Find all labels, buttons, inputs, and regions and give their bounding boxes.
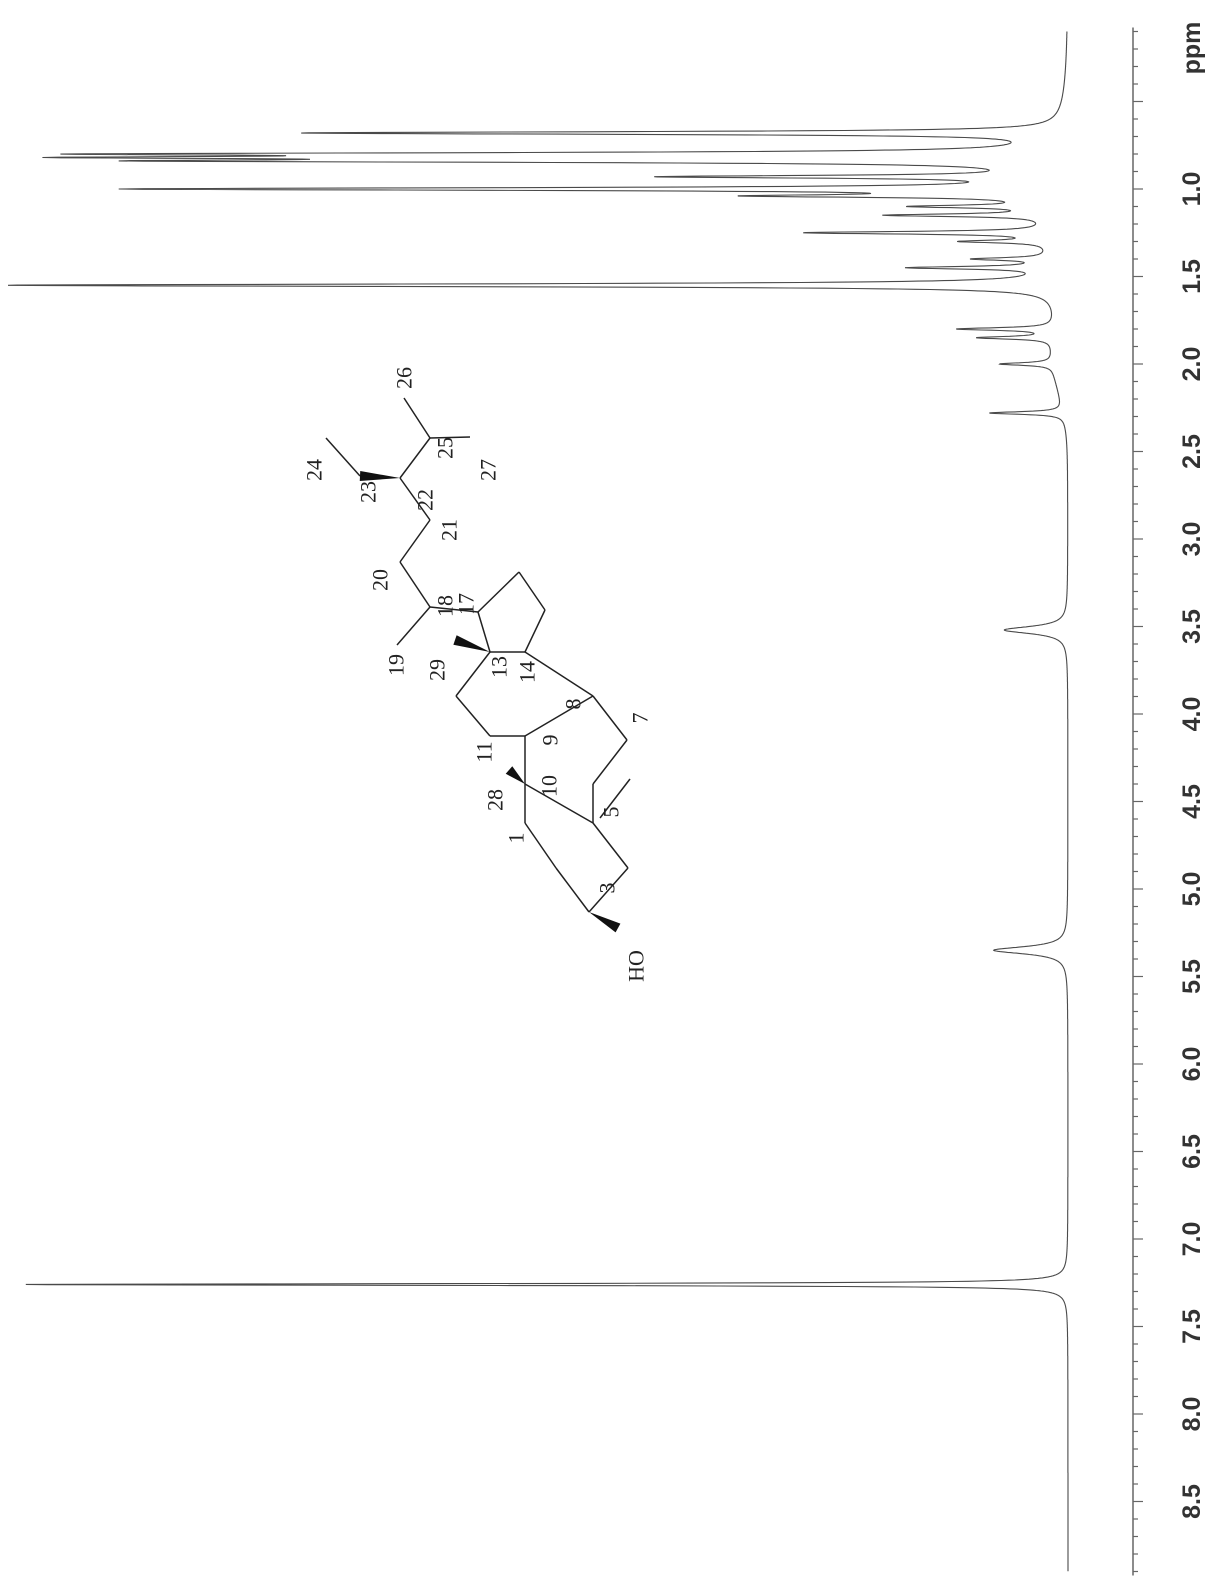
bond	[524, 695, 594, 737]
tick-label: 5.0	[1178, 872, 1206, 907]
atom-locant-label: 11	[472, 741, 497, 762]
hydroxyl-label: HO	[624, 950, 649, 982]
bond	[429, 436, 471, 439]
tick-label: 8.5	[1178, 1484, 1206, 1519]
bond	[455, 695, 491, 737]
bond	[555, 867, 590, 913]
bond	[399, 477, 431, 521]
atom-locant-label: 23	[356, 481, 381, 503]
atom-locant-label: 27	[476, 459, 501, 481]
bond	[396, 606, 431, 646]
tick-label: 6.5	[1178, 1134, 1206, 1169]
bond	[592, 822, 629, 869]
bond	[429, 606, 479, 613]
atom-locant-label: 10	[537, 775, 562, 797]
tick-label: 1.0	[1178, 172, 1206, 207]
atom-locant-label: 20	[368, 569, 393, 591]
atom-locant-label: 28	[483, 789, 508, 811]
atom-locant-label: 29	[425, 659, 450, 681]
bond	[592, 739, 628, 785]
atom-locant-label: 3	[595, 883, 620, 894]
tick-label: 1.5	[1178, 259, 1206, 294]
tick-label: 6.0	[1178, 1047, 1206, 1082]
atom-locant-label: 21	[437, 519, 462, 541]
atom-locant-label: 7	[628, 713, 653, 724]
spectrum-trace	[7, 31, 1069, 1572]
tick-label: 4.5	[1178, 784, 1206, 819]
bond	[524, 783, 594, 824]
atom-locant-label: 13	[487, 656, 512, 678]
atom-locant-label: 8	[561, 699, 586, 710]
bond	[399, 561, 431, 608]
bond	[477, 611, 491, 653]
atom-locant-label: 5	[599, 807, 624, 818]
bond	[524, 822, 557, 869]
bond	[524, 651, 594, 697]
tick-label: 2.5	[1178, 434, 1206, 469]
atom-locant-label: 22	[413, 489, 438, 511]
bond	[518, 571, 546, 611]
tick-label: 7.0	[1178, 1222, 1206, 1257]
bond	[325, 437, 361, 477]
bond	[588, 867, 629, 913]
bond	[524, 609, 546, 653]
atom-locant-label: 24	[302, 459, 327, 481]
ppm-axis: 1.0 1.5 2.0 2.5 3.0 3.5 4.0 4.5 5.0 5.5 6.0 6.5 7.0 7…	[1132, 22, 1206, 1576]
atom-locant-label: 17	[454, 593, 479, 615]
tick-label: 3.5	[1178, 609, 1206, 644]
tick-label: 7.5	[1178, 1309, 1206, 1344]
tick-label: 3.0	[1178, 522, 1206, 557]
double-bond	[599, 778, 631, 819]
bond	[592, 695, 628, 741]
bond	[403, 397, 431, 439]
axis-unit-label: ppm	[1178, 22, 1206, 75]
bond	[399, 437, 431, 479]
atom-locant-label: 1	[504, 833, 529, 844]
wedge-bond	[505, 766, 525, 784]
wedge-bond	[453, 635, 490, 652]
tick-label: 2.0	[1178, 347, 1206, 382]
wedge-bond	[359, 471, 400, 481]
spectrum-line	[7, 31, 1069, 1572]
atom-locant-label: 14	[515, 661, 540, 683]
atom-locant-label: 25	[433, 437, 458, 459]
tick-label: 8.0	[1178, 1397, 1206, 1432]
bond	[477, 571, 520, 613]
tick-label: 4.0	[1178, 697, 1206, 732]
wedge-bond	[589, 912, 621, 933]
atom-locant-label: 18	[433, 595, 458, 617]
tick-label: 5.5	[1178, 959, 1206, 994]
atom-locant-label: 9	[538, 735, 563, 746]
bond	[399, 519, 431, 563]
bond	[455, 651, 491, 697]
atom-locant-label: 26	[392, 367, 417, 389]
atom-locant-label: 19	[384, 654, 409, 676]
